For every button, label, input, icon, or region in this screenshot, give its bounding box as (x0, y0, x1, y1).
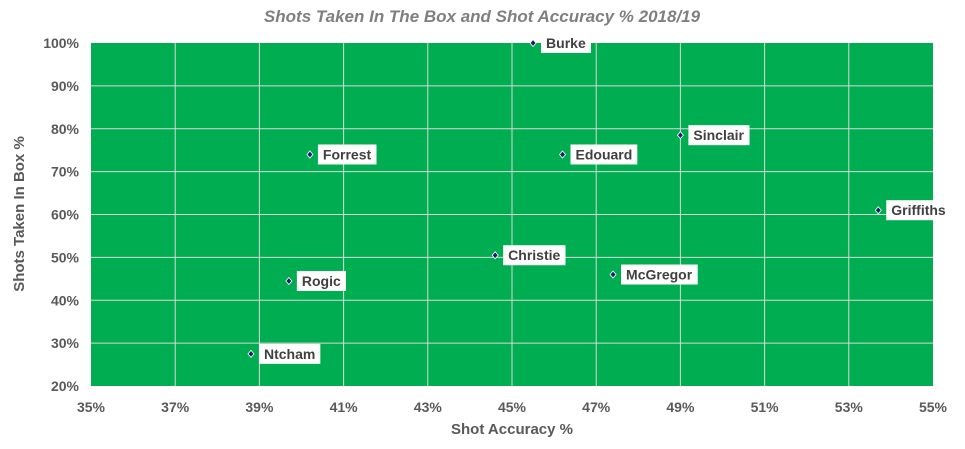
y-tick-label: 30% (51, 335, 80, 351)
x-axis-title: Shot Accuracy % (451, 421, 573, 438)
data-point-group: Forrest (306, 144, 377, 165)
x-tick-label: 47% (582, 399, 611, 415)
data-label: Christie (508, 247, 560, 263)
data-label-box (621, 264, 698, 285)
data-point-group: Christie (491, 245, 566, 266)
data-label-box (886, 200, 951, 221)
gridlines (91, 43, 933, 386)
y-axis-ticks: 20% 30% 40% 50% 60% 70% 80% 90% 100% (43, 35, 79, 394)
data-points: Burke Sinclair Forrest Edouard Griffiths Chri… (247, 33, 951, 364)
data-point-group: Burke (529, 33, 591, 53)
x-tick-label: 37% (161, 399, 190, 415)
y-tick-label: 40% (51, 292, 80, 308)
data-point-group: Griffiths (874, 200, 951, 221)
y-tick-label: 100% (43, 35, 79, 51)
x-tick-label: 43% (414, 399, 443, 415)
y-tick-label: 90% (51, 78, 80, 94)
data-point-group: McGregor (609, 264, 698, 285)
data-label: Forrest (323, 146, 372, 162)
x-tick-label: 41% (330, 399, 359, 415)
x-tick-label: 39% (245, 399, 274, 415)
data-label-box (317, 144, 377, 165)
data-label-box (258, 343, 321, 364)
data-label: Rogic (302, 273, 341, 289)
x-tick-label: 55% (919, 399, 948, 415)
data-point-marker (676, 131, 684, 140)
data-label: Edouard (576, 146, 633, 162)
data-point-group: Rogic (285, 270, 346, 291)
data-point-marker (285, 276, 293, 286)
x-tick-label: 53% (835, 399, 864, 415)
data-label-box (688, 125, 750, 146)
data-point-group: Ntcham (247, 343, 321, 364)
data-point-marker (247, 349, 255, 358)
data-label: Ntcham (264, 346, 315, 362)
data-label-box (541, 33, 591, 53)
data-label: McGregor (626, 267, 693, 283)
data-point-marker (874, 206, 882, 215)
data-label-box (296, 270, 346, 291)
y-tick-label: 60% (51, 207, 80, 223)
data-label-box (503, 245, 566, 266)
data-label: Burke (546, 35, 586, 51)
x-axis-ticks: 35% 37% 39% 41% 43% 45% 47% 49% 51% 53% 55% (77, 399, 948, 415)
data-label: Sinclair (693, 127, 744, 143)
data-point-group: Sinclair (676, 125, 750, 146)
data-point-marker (609, 270, 617, 279)
data-point-marker (529, 38, 537, 48)
y-tick-label: 20% (51, 378, 80, 394)
x-tick-label: 49% (666, 399, 695, 415)
y-tick-label: 50% (51, 249, 80, 265)
data-label: Griffiths (891, 202, 946, 218)
x-tick-label: 51% (751, 399, 780, 415)
x-tick-label: 45% (498, 399, 527, 415)
data-point-group: Edouard (558, 144, 638, 165)
data-label-box (570, 144, 638, 165)
y-tick-label: 70% (51, 164, 80, 180)
data-point-marker (306, 150, 314, 159)
data-point-marker (558, 150, 567, 159)
data-point-marker (491, 251, 499, 260)
y-tick-label: 80% (51, 121, 80, 137)
chart-title: Shots Taken In The Box and Shot Accuracy… (264, 7, 701, 26)
y-axis-title: Shots Taken In Box % (11, 136, 28, 292)
x-tick-label: 35% (77, 399, 106, 415)
